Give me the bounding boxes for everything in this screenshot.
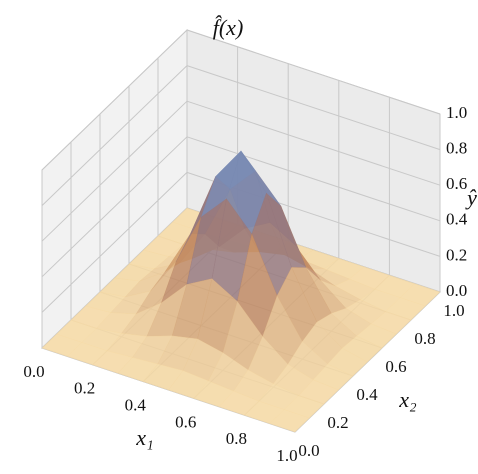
x-tick-label: 0.8 xyxy=(226,429,247,448)
z-tick-label: 0.0 xyxy=(446,281,467,300)
grid-line xyxy=(186,65,441,151)
grid-line xyxy=(41,100,188,242)
y-tick-label: 0.0 xyxy=(298,441,319,460)
grid-line xyxy=(186,136,441,222)
y-tick-label: 0.2 xyxy=(327,413,348,432)
grid-line xyxy=(41,29,188,171)
y-tick-label: 1.0 xyxy=(443,301,464,320)
grid-line xyxy=(41,65,188,206)
x-tick-label: 0.6 xyxy=(175,412,196,431)
chart-title: f̂(x) xyxy=(213,15,244,40)
x-tick-label: 0.4 xyxy=(125,396,147,415)
z-tick-label: 0.2 xyxy=(446,245,467,264)
z-axis-label: ŷ xyxy=(465,185,477,210)
grid-line xyxy=(186,29,441,115)
z-tick-label: 1.0 xyxy=(446,103,467,122)
y-tick-label: 0.6 xyxy=(385,357,406,376)
x-axis-label: x₁ xyxy=(135,425,153,450)
y-tick-label: 0.8 xyxy=(414,329,435,348)
x-tick-label: 0.0 xyxy=(23,362,44,381)
grid-line xyxy=(41,172,188,313)
y-tick-label: 0.4 xyxy=(356,385,378,404)
x-tick-label: 1.0 xyxy=(276,446,297,465)
grid-line xyxy=(186,100,441,186)
z-tick-label: 0.4 xyxy=(446,210,468,229)
z-tick-label: 0.8 xyxy=(446,139,467,158)
y-axis-label: x₂ xyxy=(398,387,417,412)
surface-cell xyxy=(269,409,310,433)
z-tick-label: 0.6 xyxy=(446,174,467,193)
grid-line xyxy=(41,136,188,278)
x-tick-label: 0.2 xyxy=(74,379,95,398)
